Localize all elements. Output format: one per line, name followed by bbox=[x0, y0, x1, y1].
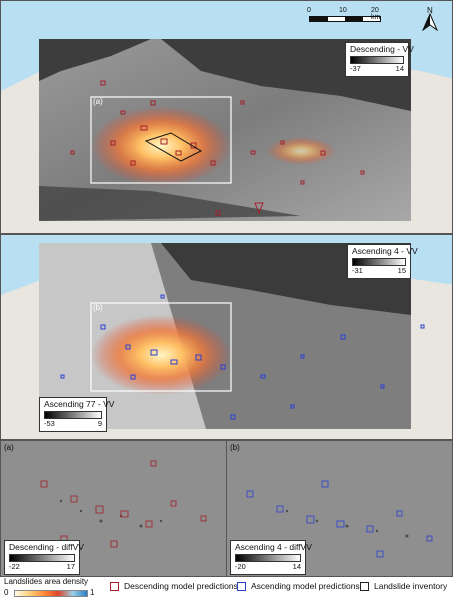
diff-panel-descending: (a) Descending - diffVV -22 17 bbox=[0, 440, 227, 577]
descending-diffvv-legend: Descending - diffVV -22 17 bbox=[4, 540, 84, 575]
legend-label: Ascending model predictions bbox=[251, 581, 360, 591]
legend-min: -31 bbox=[352, 266, 363, 276]
legend-title: Ascending 77 - VV bbox=[44, 399, 115, 409]
legend-min: -22 bbox=[9, 562, 20, 572]
landslide-density-heat bbox=[91, 106, 231, 186]
scale-mid: 10 bbox=[339, 7, 347, 14]
legend-item-descending: Descending model predictions bbox=[110, 581, 238, 591]
legend-title: Ascending 4 - VV bbox=[352, 246, 418, 256]
ascending77-vv-legend: Ascending 77 - VV -53 9 bbox=[39, 397, 115, 432]
scale-zero: 0 bbox=[307, 7, 311, 14]
map-panel-descending: (a) Descending - VV -37 14 0 10 20 km N bbox=[0, 0, 453, 234]
legend-max: 17 bbox=[66, 562, 75, 572]
diffvv-colorbar bbox=[9, 554, 75, 563]
scale-bar: 0 10 20 km bbox=[307, 7, 381, 22]
legend-title: Descending - diffVV bbox=[9, 542, 84, 552]
ascending-predictions-detail bbox=[246, 480, 433, 558]
descending-predictions bbox=[70, 80, 365, 216]
legend-title: Ascending 4 - diffVV bbox=[235, 542, 312, 552]
inset-rectangle bbox=[90, 96, 232, 184]
legend-min: -37 bbox=[350, 64, 361, 74]
legend-max: 14 bbox=[292, 562, 301, 572]
legend-label: Landslide inventory bbox=[374, 581, 448, 591]
diffvv-colorbar bbox=[235, 554, 301, 563]
panel-label-a: (a) bbox=[4, 443, 14, 452]
density-legend-title: Landslides area density bbox=[4, 577, 89, 586]
scale-end: 20 km bbox=[371, 7, 381, 21]
legend-max: 15 bbox=[397, 266, 406, 276]
legend-min: -53 bbox=[44, 419, 55, 429]
vv-colorbar bbox=[352, 258, 406, 267]
diff-panel-ascending: (b) Ascending 4 - diffVV -20 14 bbox=[226, 440, 453, 577]
legend-max: 14 bbox=[395, 64, 404, 74]
panel-label-b: (b) bbox=[230, 443, 240, 452]
vv-colorbar bbox=[350, 56, 404, 65]
map-panel-ascending: (b) Ascending 4 - VV -31 15 Ascending 77 … bbox=[0, 234, 453, 440]
vv-colorbar bbox=[44, 411, 102, 420]
descending-swatch-icon bbox=[110, 581, 119, 591]
legend-item-inventory: Landslide inventory bbox=[360, 581, 447, 591]
legend-item-ascending: Ascending model predictions bbox=[237, 581, 360, 591]
descending-vv-legend: Descending - VV -37 14 bbox=[345, 42, 414, 77]
density-colorbar bbox=[14, 590, 88, 597]
ascending-predictions bbox=[60, 294, 425, 420]
legend-label: Descending model predictions bbox=[124, 581, 238, 591]
descending-predictions-detail bbox=[40, 460, 207, 548]
north-arrow-icon: N bbox=[419, 5, 441, 31]
density-max: 1 bbox=[90, 588, 95, 597]
north-label: N bbox=[427, 6, 433, 15]
legend-min: -20 bbox=[235, 562, 246, 572]
ascending-swatch-icon bbox=[237, 581, 246, 591]
inset-label-b: (b) bbox=[93, 303, 103, 312]
map-legend: Landslides area density 0 1 Descending m… bbox=[0, 577, 453, 600]
descending-map bbox=[1, 1, 452, 233]
inset-label-a: (a) bbox=[93, 97, 103, 106]
legend-title: Descending - VV bbox=[350, 44, 414, 54]
inventory-swatch-icon bbox=[360, 581, 369, 591]
ascending4-vv-legend: Ascending 4 - VV -31 15 bbox=[347, 244, 418, 279]
legend-max: 9 bbox=[97, 419, 102, 429]
ascending4-diffvv-legend: Ascending 4 - diffVV -20 14 bbox=[230, 540, 312, 575]
density-min: 0 bbox=[4, 588, 9, 597]
